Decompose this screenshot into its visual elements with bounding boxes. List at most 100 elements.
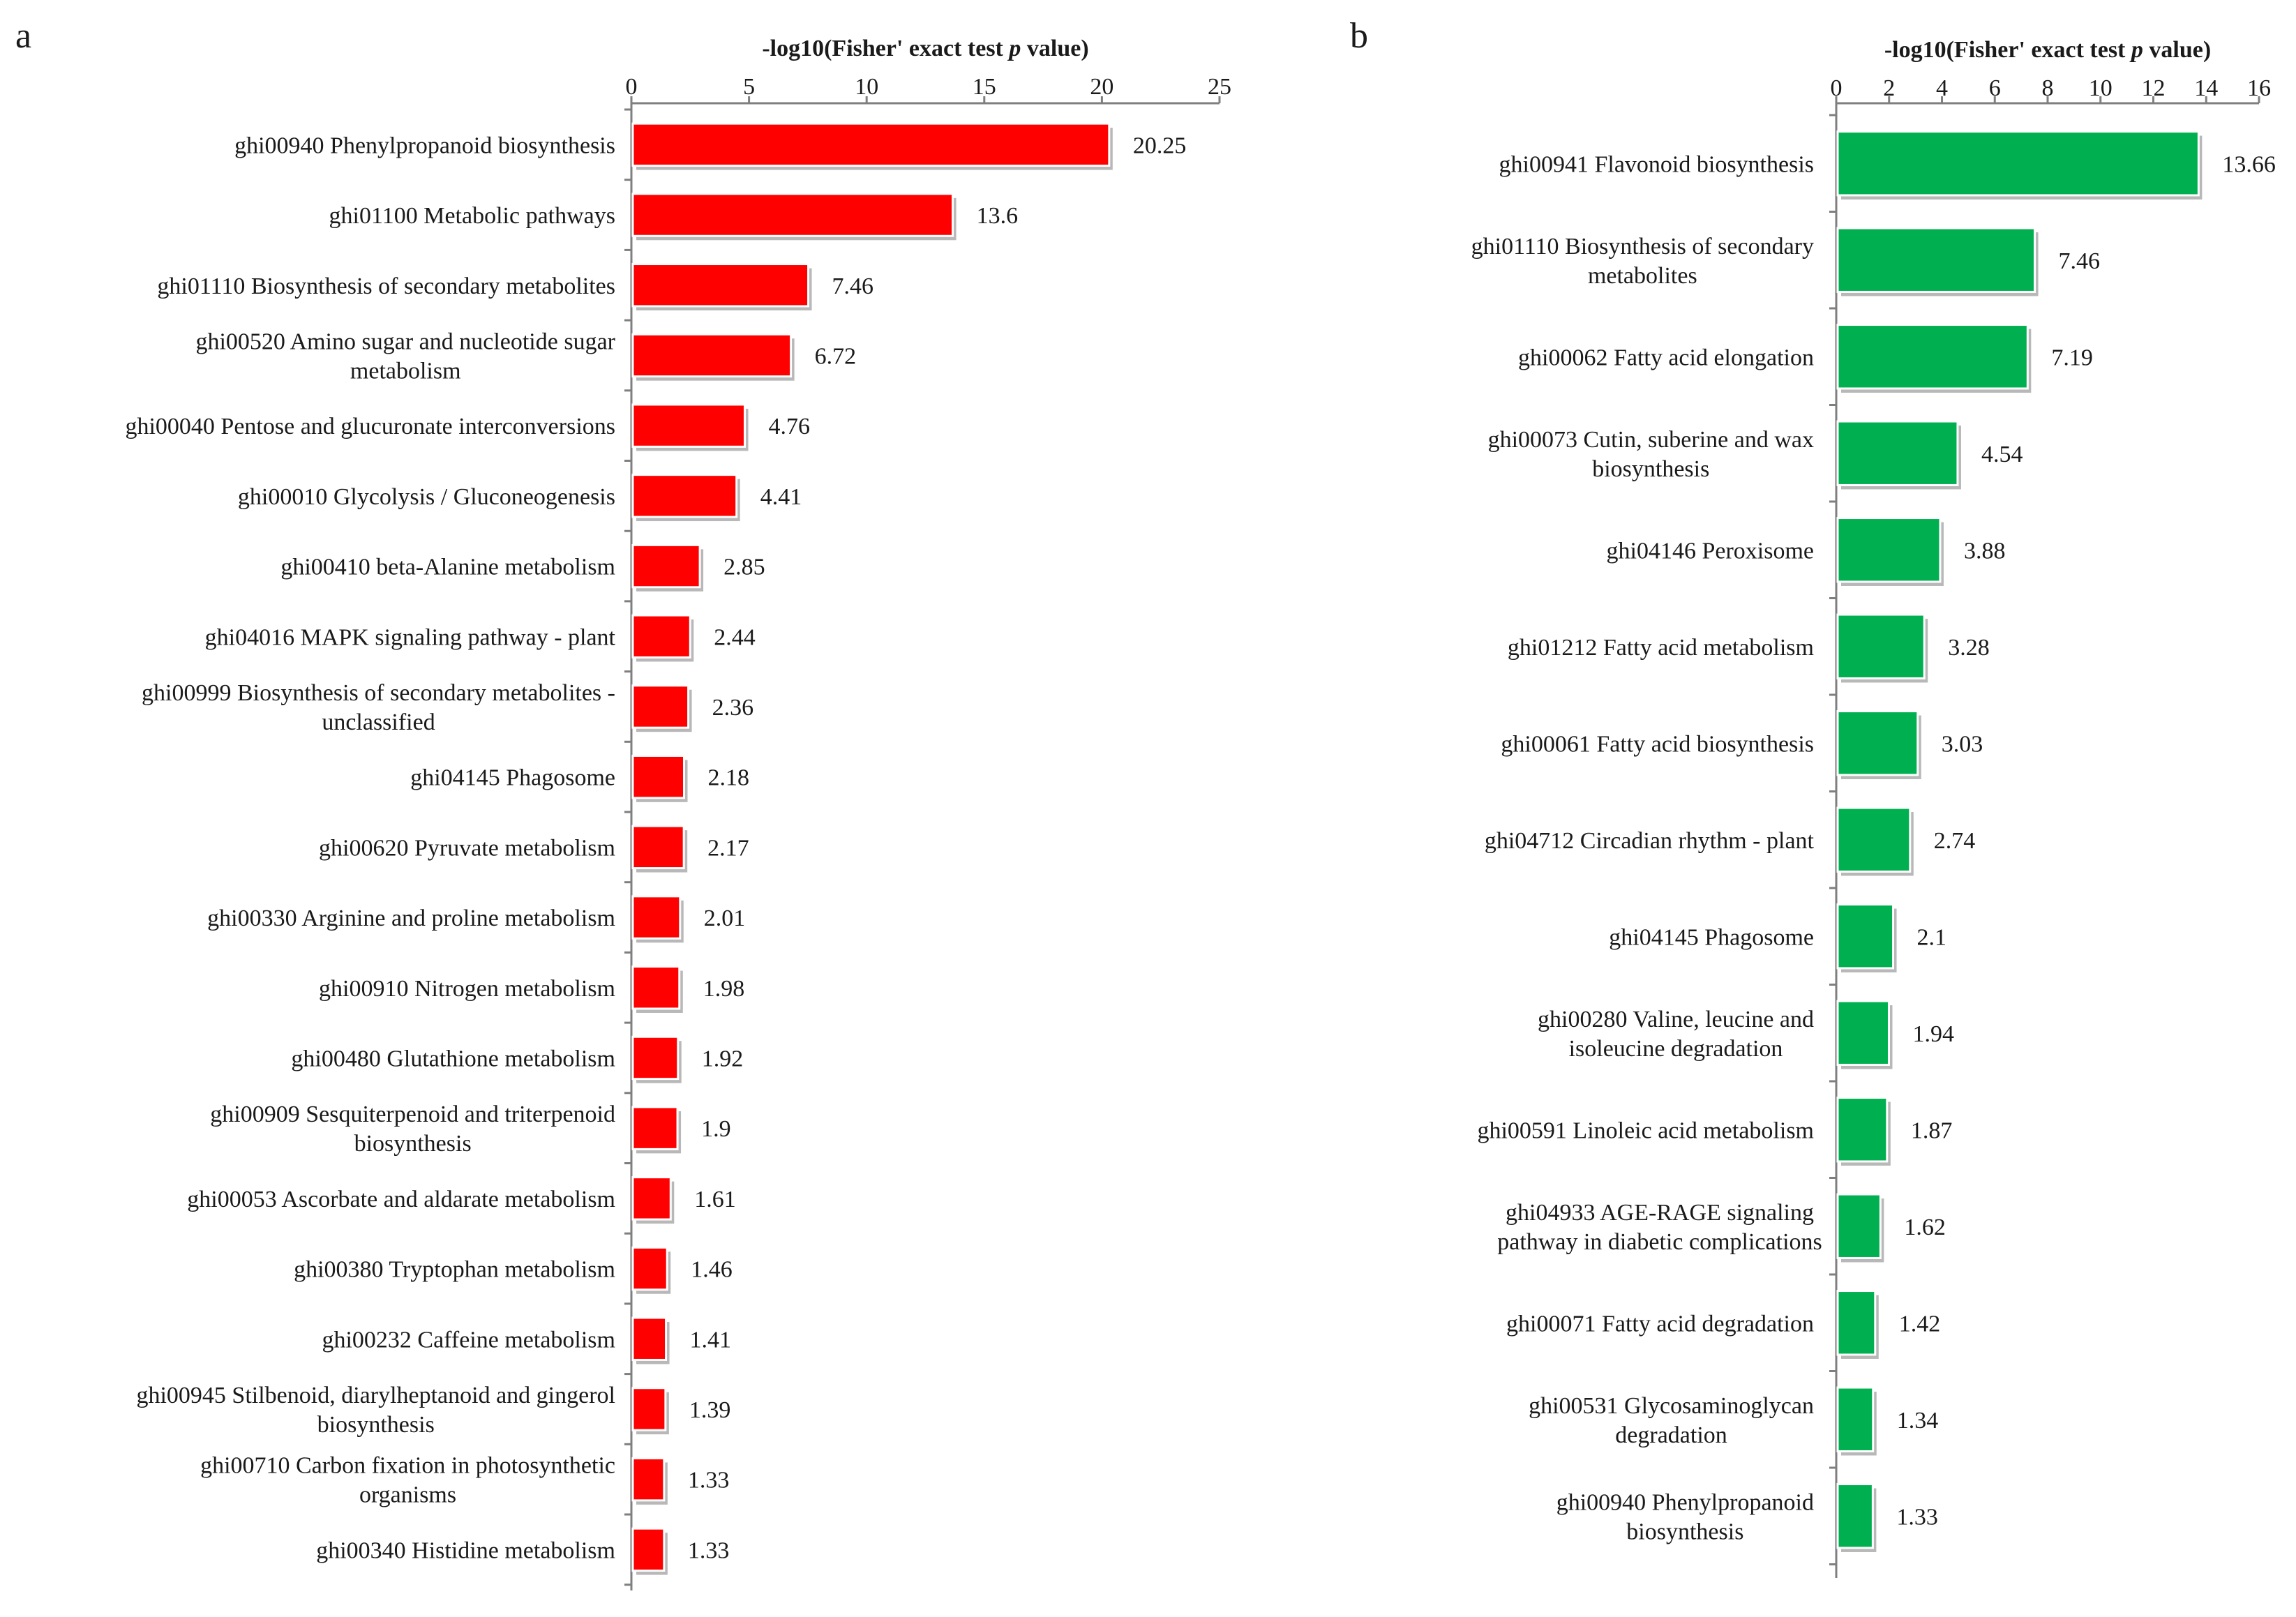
panel-a-bar bbox=[631, 1246, 668, 1291]
panel-a-category-label: ghi00330 Arginine and proline metabolism bbox=[207, 905, 615, 931]
panel-a-bar bbox=[631, 684, 690, 729]
panel-a-category-label: ghi00710 Carbon fixation in photosynthet… bbox=[200, 1453, 615, 1479]
panel-b-bar bbox=[1836, 517, 1942, 583]
panel-a-value-label: 13.6 bbox=[977, 203, 1019, 229]
panel-b-x-tick-label: 14 bbox=[2194, 75, 2218, 101]
panel-b-bar bbox=[1836, 1097, 1889, 1163]
panel-b-category-label: ghi04145 Phagosome bbox=[1609, 924, 1814, 950]
panel-a-x-tick-label: 20 bbox=[1090, 74, 1113, 100]
panel-a-value-label: 1.46 bbox=[691, 1257, 733, 1283]
panel-b-bar bbox=[1836, 806, 1912, 873]
panel-b-value-label: 3.88 bbox=[1964, 538, 2006, 564]
panel-b-value-label: 1.42 bbox=[1899, 1311, 1941, 1337]
panel-a-value-label: 6.72 bbox=[815, 343, 857, 369]
panel-b-category-label: ghi04712 Circadian rhythm - plant bbox=[1485, 828, 1815, 854]
panel-a-bar bbox=[631, 263, 810, 308]
panel-a-bar bbox=[631, 1387, 667, 1431]
panel-b-bar bbox=[1836, 1000, 1890, 1066]
panel-a-x-tick-label: 5 bbox=[743, 74, 755, 100]
panel-b-bar bbox=[1836, 1386, 1875, 1452]
panel-a-bar bbox=[631, 965, 681, 1010]
panel-a-category-label: ghi00380 Tryptophan metabolism bbox=[294, 1257, 615, 1283]
panel-b-category-label: ghi01110 Biosynthesis of secondary bbox=[1471, 234, 1814, 260]
panel-a-category-label: ghi00520 Amino sugar and nucleotide suga… bbox=[195, 329, 615, 354]
panel-b-category-label: degradation bbox=[1615, 1422, 1727, 1448]
panel-a-category-label: ghi00040 Pentose and glucuronate interco… bbox=[125, 414, 615, 439]
panel-b-bar bbox=[1836, 130, 2200, 197]
panel-a-bar bbox=[631, 122, 1111, 167]
panel-b-category-label: ghi04933 AGE-RAGE signaling bbox=[1506, 1200, 1814, 1226]
panel-b-value-label: 7.46 bbox=[2059, 248, 2101, 274]
panel-a-x-tick-label: 15 bbox=[973, 74, 996, 100]
panel-b-value-label: 4.54 bbox=[1981, 442, 2023, 467]
panel-b-x-tick-label: 16 bbox=[2247, 75, 2271, 101]
panel-b-value-label: 3.03 bbox=[1942, 731, 1983, 757]
panel-a-value-label: 2.17 bbox=[707, 835, 749, 861]
panel-a-value-label: 4.76 bbox=[769, 414, 811, 439]
panel-b-value-label: 1.94 bbox=[1912, 1021, 1954, 1047]
panel-a-value-label: 20.25 bbox=[1133, 133, 1187, 158]
panel-b-bar bbox=[1836, 1290, 1877, 1356]
panel-a-value-label: 1.98 bbox=[703, 976, 745, 1002]
panel-b-value-label: 2.1 bbox=[1917, 924, 1947, 950]
panel-a-value-label: 4.41 bbox=[760, 484, 802, 510]
panel-b-category-label: ghi00940 Phenylpropanoid bbox=[1556, 1489, 1814, 1515]
panel-b-value-label: 1.62 bbox=[1904, 1214, 1946, 1240]
panel-b-value-label: 1.34 bbox=[1897, 1408, 1939, 1434]
panel-a-category-label: ghi00410 beta-Alanine metabolism bbox=[280, 555, 615, 580]
panel-a-category-label: ghi00340 Histidine metabolism bbox=[316, 1537, 615, 1563]
panel-b-value-label: 1.33 bbox=[1896, 1504, 1938, 1530]
panel-a-category-label: ghi00999 Biosynthesis of secondary metab… bbox=[142, 680, 615, 706]
panel-a-category-label: ghi00910 Nitrogen metabolism bbox=[319, 976, 615, 1002]
panel-a-value-label: 1.33 bbox=[688, 1537, 730, 1563]
panel-a-category-label: ghi00620 Pyruvate metabolism bbox=[319, 835, 615, 861]
panel-a-category-label: ghi00053 Ascorbate and aldarate metaboli… bbox=[187, 1187, 615, 1212]
panel-a-value-label: 1.41 bbox=[690, 1327, 731, 1353]
panel-a-bar bbox=[631, 614, 691, 659]
panel-a-bar bbox=[631, 403, 746, 448]
panel-a-category-label: ghi01110 Biosynthesis of secondary metab… bbox=[157, 273, 615, 299]
panel-b-category-label: ghi00591 Linoleic acid metabolism bbox=[1477, 1118, 1814, 1143]
panel-a-x-tick-label: 10 bbox=[855, 74, 878, 100]
panel-a-value-label: 1.92 bbox=[702, 1046, 744, 1071]
panel-b-category-label: biosynthesis bbox=[1626, 1519, 1743, 1544]
panel-b-bar bbox=[1836, 420, 1959, 486]
panel-b-category-label: ghi00061 Fatty acid biosynthesis bbox=[1501, 731, 1814, 757]
panel-b-x-axis-title: -log10(Fisher' exact test p value) bbox=[1884, 37, 2211, 63]
panel-b-category-label: isoleucine degradation bbox=[1569, 1036, 1783, 1062]
panel-a-value-label: 1.9 bbox=[701, 1116, 731, 1142]
panel-a-bar bbox=[631, 474, 738, 518]
panel-a-category-label: ghi00232 Caffeine metabolism bbox=[322, 1327, 615, 1353]
panel-a-category-label: ghi00945 Stilbenoid, diarylheptanoid and… bbox=[136, 1383, 615, 1408]
panel-b-bar bbox=[1836, 710, 1919, 776]
panel-b-category-label: ghi00071 Fatty acid degradation bbox=[1506, 1311, 1814, 1337]
panel-b-category-label: pathway in diabetic complications bbox=[1497, 1229, 1822, 1255]
panel-a-x-axis-title: -log10(Fisher' exact test p value) bbox=[762, 36, 1088, 61]
panel-b-category-label: ghi00073 Cutin, suberine and wax bbox=[1488, 427, 1814, 453]
panel-b-category-label: ghi00280 Valine, leucine and bbox=[1538, 1007, 1814, 1032]
panel-b-category-label: ghi00531 Glycosaminoglycan bbox=[1529, 1393, 1814, 1419]
panel-a-category-label: ghi01100 Metabolic pathways bbox=[329, 203, 615, 229]
panel-b-category-label: metabolites bbox=[1588, 263, 1697, 289]
panel-a-category-label: metabolism bbox=[350, 358, 461, 384]
panel-a-value-label: 7.46 bbox=[832, 273, 874, 299]
panel-b-x-tick-label: 2 bbox=[1883, 75, 1895, 101]
panel-a-category-label: ghi00909 Sesquiterpenoid and triterpenoi… bbox=[210, 1101, 615, 1127]
panel-b-category-label: ghi04146 Peroxisome bbox=[1607, 538, 1814, 564]
panel-a-category-label: ghi00010 Glycolysis / Gluconeogenesis bbox=[238, 484, 615, 510]
panel-b-bar bbox=[1836, 903, 1895, 970]
panel-b-bar bbox=[1836, 613, 1926, 679]
panel-b-value-label: 2.74 bbox=[1934, 828, 1976, 854]
panel-a-value-label: 2.01 bbox=[704, 905, 746, 931]
panel-b-category-label: ghi01212 Fatty acid metabolism bbox=[1508, 635, 1814, 661]
panel-b-value-label: 7.19 bbox=[2051, 345, 2093, 370]
panel-a-category-label: ghi00940 Phenylpropanoid biosynthesis bbox=[234, 133, 615, 158]
panel-b-category-label: ghi00062 Fatty acid elongation bbox=[1518, 345, 1814, 370]
panel-a-bar bbox=[631, 1106, 679, 1150]
panel-a-bar bbox=[631, 193, 954, 237]
panel-a-value-label: 1.61 bbox=[694, 1187, 736, 1212]
panel-b-bar bbox=[1836, 227, 2036, 293]
panel-a-value-label: 2.85 bbox=[723, 555, 765, 580]
